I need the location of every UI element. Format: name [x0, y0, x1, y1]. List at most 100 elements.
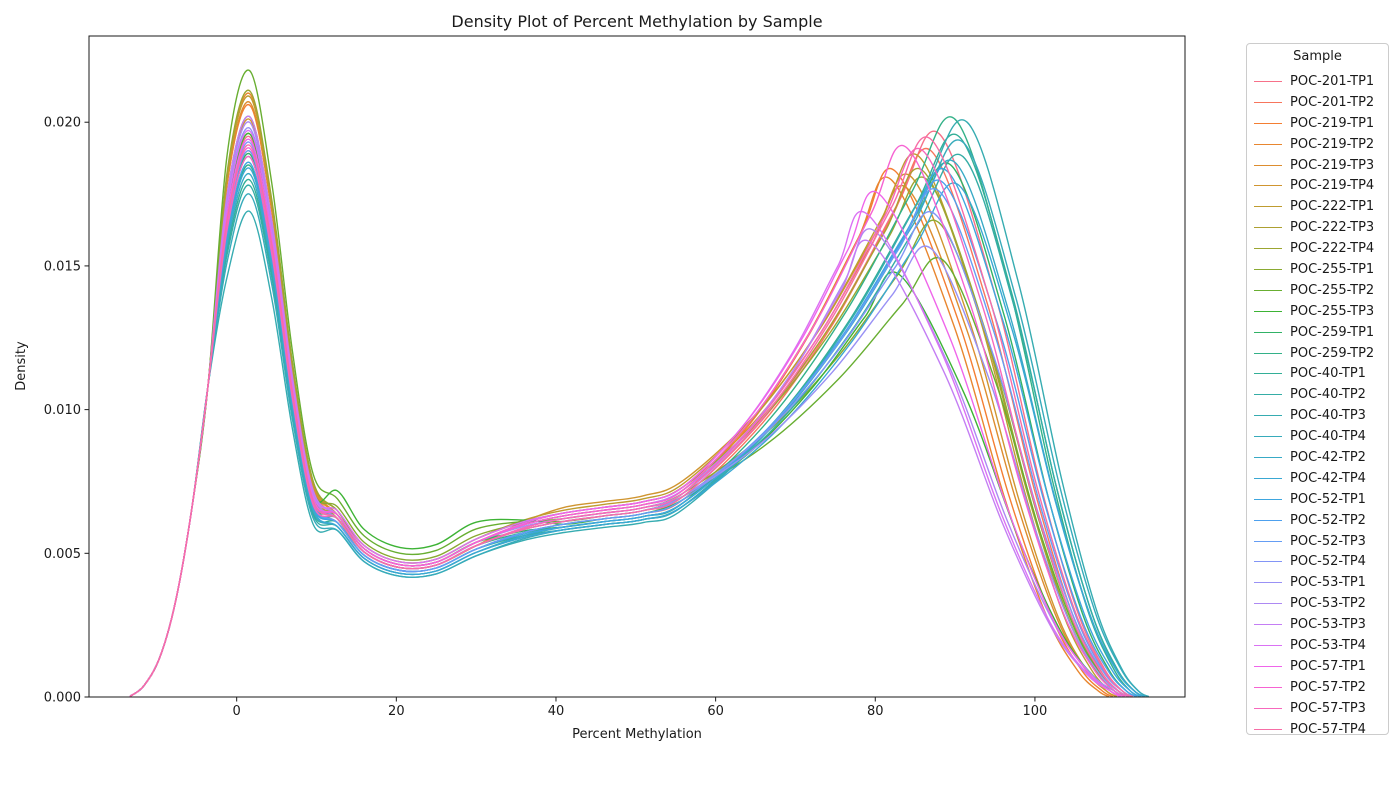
legend-swatch-line: [1254, 143, 1282, 145]
legend-swatch-line: [1254, 206, 1282, 208]
legend-item-label: POC-40-TP3: [1290, 408, 1366, 424]
axes-frame: [88, 35, 1186, 698]
legend-item: POC-57-TP4: [1254, 719, 1388, 740]
legend-item: POC-40-TP4: [1254, 426, 1388, 447]
legend-item: POC-40-TP2: [1254, 384, 1388, 405]
legend-swatch-line: [1254, 665, 1282, 667]
legend-item: POC-52-TP4: [1254, 551, 1388, 572]
legend-item-label: POC-255-TP3: [1290, 303, 1375, 319]
legend-item-label: POC-57-TP4: [1290, 721, 1366, 737]
kde-curve-POC-42-TP2: [129, 159, 1145, 697]
legend-item: POC-255-TP2: [1254, 280, 1388, 301]
legend-item: POC-42-TP4: [1254, 468, 1388, 489]
legend-item-label: POC-53-TP3: [1290, 617, 1366, 633]
legend-item: POC-52-TP2: [1254, 510, 1388, 531]
kde-curve-POC-255-TP2: [129, 69, 1129, 697]
legend-item: POC-53-TP3: [1254, 614, 1388, 635]
legend-item-label: POC-219-TP4: [1290, 178, 1375, 194]
legend-item: POC-222-TP4: [1254, 238, 1388, 259]
legend-item: POC-219-TP1: [1254, 113, 1388, 134]
legend-item-label: POC-57-TP3: [1290, 700, 1366, 716]
legend-item: POC-259-TP1: [1254, 322, 1388, 343]
x-axis: 0 20 40 60 80 100: [233, 697, 1047, 719]
legend-swatch-line: [1254, 540, 1282, 542]
kde-curve-POC-52-TP2: [129, 155, 1137, 697]
legend-item-label: POC-57-TP2: [1290, 679, 1366, 695]
legend-item-label: POC-53-TP1: [1290, 575, 1366, 591]
legend-item-label: POC-42-TP2: [1290, 449, 1366, 465]
legend-item: POC-219-TP2: [1254, 134, 1388, 155]
legend-item: POC-255-TP3: [1254, 301, 1388, 322]
legend-item: POC-201-TP2: [1254, 92, 1388, 113]
legend-item: POC-201-TP1: [1254, 71, 1388, 92]
legend-item: POC-52-TP3: [1254, 531, 1388, 552]
legend-swatch-line: [1254, 394, 1282, 396]
x-axis-label: Percent Methylation: [572, 727, 702, 742]
legend-item: POC-53-TP1: [1254, 572, 1388, 593]
legend-item: POC-57-TP3: [1254, 698, 1388, 719]
legend-swatch-line: [1254, 561, 1282, 563]
legend-swatch-line: [1254, 331, 1282, 333]
legend-item: POC-40-TP1: [1254, 363, 1388, 384]
legend-item-label: POC-52-TP2: [1290, 512, 1366, 528]
legend-item: POC-42-TP2: [1254, 447, 1388, 468]
legend-item-label: POC-219-TP1: [1290, 115, 1375, 131]
legend-swatch-line: [1254, 477, 1282, 479]
legend-item: POC-222-TP3: [1254, 217, 1388, 238]
legend-item: POC-219-TP3: [1254, 155, 1388, 176]
legend-swatch-line: [1254, 373, 1282, 375]
y-axis: 0.000 0.005 0.010 0.015 0.020: [44, 116, 89, 706]
legend-title: Sample: [1293, 49, 1342, 64]
legend-item: POC-219-TP4: [1254, 175, 1388, 196]
legend-swatch-line: [1254, 310, 1282, 312]
kde-curve-POC-201-TP1: [129, 130, 1133, 697]
legend-item-label: POC-52-TP3: [1290, 533, 1366, 549]
legend-item-label: POC-222-TP3: [1290, 220, 1375, 236]
legend-item-label: POC-53-TP4: [1290, 637, 1366, 653]
chart-title: Density Plot of Percent Methylation by S…: [451, 12, 822, 31]
legend-item: POC-222-TP1: [1254, 196, 1388, 217]
legend-swatch-line: [1254, 644, 1282, 646]
legend-swatch-line: [1254, 248, 1282, 250]
legend-item: POC-40-TP3: [1254, 405, 1388, 426]
kde-curve-POC-57-TP4: [129, 136, 1133, 697]
legend-swatch-line: [1254, 728, 1282, 730]
legend-item-label: POC-222-TP1: [1290, 199, 1375, 215]
legend-swatch-line: [1254, 456, 1282, 458]
legend-swatch-line: [1254, 436, 1282, 438]
kde-curve-POC-219-TP3: [129, 101, 1118, 697]
legend-item-label: POC-40-TP4: [1290, 429, 1366, 445]
legend-item-label: POC-201-TP1: [1290, 73, 1375, 89]
legend-swatch-line: [1254, 101, 1282, 103]
legend: Sample POC-201-TP1 POC-201-TP2 POC-219-TP1…: [1246, 43, 1389, 737]
legend-item: POC-259-TP2: [1254, 343, 1388, 364]
legend-item: POC-57-TP2: [1254, 677, 1388, 698]
legend-item-label: POC-259-TP2: [1290, 345, 1375, 361]
kde-curve-POC-222-TP1: [129, 95, 1121, 697]
legend-item-label: POC-52-TP4: [1290, 554, 1366, 570]
legend-item-label: POC-255-TP2: [1290, 282, 1375, 298]
x-tick-label: 60: [707, 704, 724, 719]
legend-item-label: POC-42-TP4: [1290, 470, 1366, 486]
legend-swatch-line: [1254, 289, 1282, 291]
legend-item: POC-52-TP1: [1254, 489, 1388, 510]
legend-swatch-line: [1254, 80, 1282, 82]
legend-swatch-line: [1254, 519, 1282, 521]
kde-curve-POC-40-TP4: [129, 139, 1149, 697]
legend-swatch-line: [1254, 498, 1282, 500]
x-tick-label: 0: [233, 704, 241, 719]
legend-swatch-line: [1254, 268, 1282, 270]
legend-swatch-line: [1254, 227, 1282, 229]
kde-curve-POC-40-TP3: [129, 119, 1149, 697]
legend-swatch-line: [1254, 582, 1282, 584]
legend-item: POC-57-TP1: [1254, 656, 1388, 677]
y-tick-label: 0.015: [44, 259, 81, 274]
y-tick-label: 0.000: [44, 691, 81, 706]
legend-swatch-line: [1254, 603, 1282, 605]
legend-item-label: POC-52-TP1: [1290, 491, 1366, 507]
legend-swatch-line: [1254, 352, 1282, 354]
x-tick-label: 20: [388, 704, 405, 719]
y-axis-label: Density: [14, 341, 29, 391]
